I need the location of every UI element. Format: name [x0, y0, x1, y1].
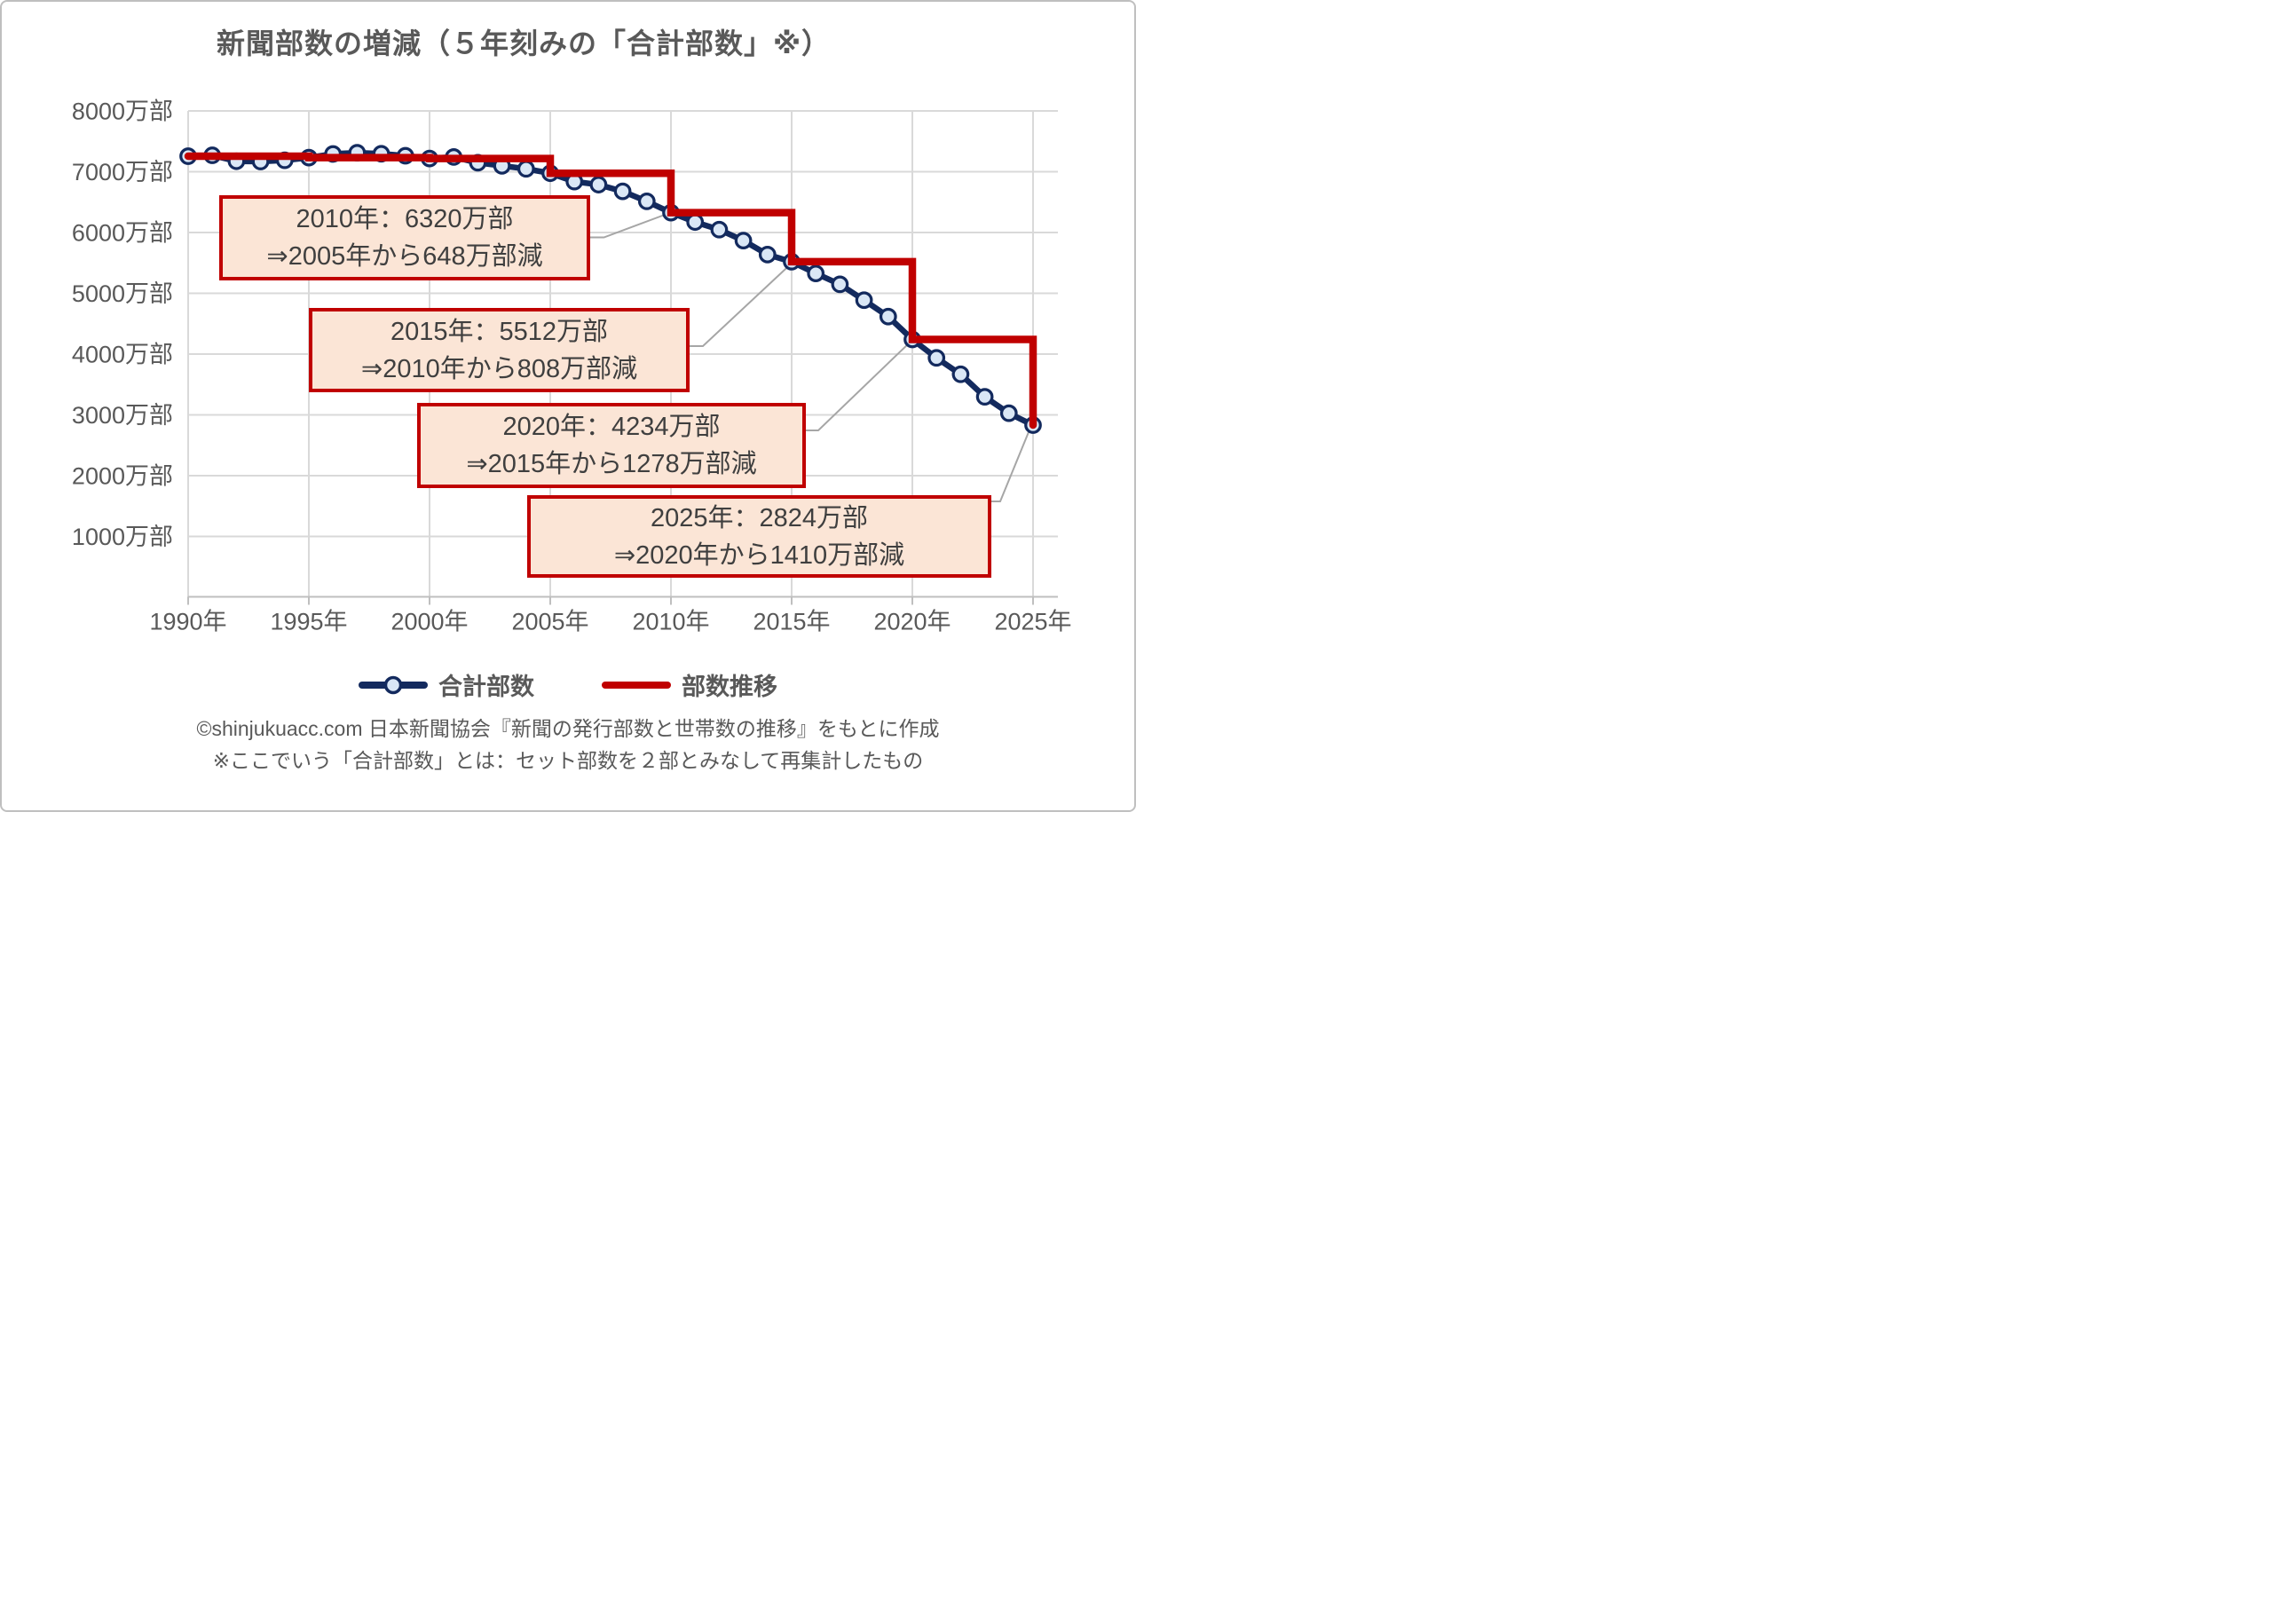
total-series-marker	[975, 388, 994, 406]
source-note-line1: ©shinjukuacc.com 日本新聞協会『新聞の発行部数と世帯数の推移』を…	[196, 717, 940, 740]
callout-2010-change: ⇒2005年から648万部減	[266, 242, 543, 271]
total-series-marker	[734, 232, 753, 249]
x-axis-tick-label: 1995年	[270, 609, 347, 635]
x-axis-tick-label: 2000年	[390, 609, 468, 635]
total-series-line-marker-icon	[359, 674, 428, 697]
legend-item-total: 合計部数	[359, 667, 534, 702]
callout-2015: 2015年：5512万部 ⇒2010年から808万部減	[309, 308, 690, 392]
total-series-marker	[637, 193, 656, 210]
total-series-marker	[927, 349, 946, 367]
legend-label-step: 部数推移	[682, 674, 777, 700]
y-axis-tick-label: 6000万部	[72, 220, 173, 247]
x-axis-tick-label: 1990年	[149, 609, 226, 635]
x-axis-tick-label: 2025年	[994, 609, 1071, 635]
legend-label-total: 合計部数	[438, 674, 534, 700]
total-series-marker	[999, 404, 1018, 422]
callout-leader-line	[806, 341, 911, 431]
y-axis-tick-label: 3000万部	[72, 402, 173, 429]
newspaper-circulation-chart: 新聞部数の増減（５年刻みの「合計部数」※） 8000万部 7000万部 6000万部…	[0, 0, 1136, 812]
total-series-marker	[686, 213, 705, 232]
y-axis-tick-label: 1000万部	[72, 524, 173, 550]
step-series-line-icon	[602, 674, 671, 697]
total-series-marker	[879, 307, 897, 326]
callout-2025-change: ⇒2020年から1410万部減	[613, 540, 905, 570]
legend: 合計部数 部数推移	[2, 667, 1134, 702]
total-series-marker	[831, 275, 849, 294]
total-series-marker	[517, 160, 535, 178]
callout-leader-line	[991, 427, 1031, 502]
callout-2025-value: 2025年：2824万部	[650, 503, 869, 532]
callout-2020-value: 2020年：4234万部	[502, 413, 721, 441]
source-note: ©shinjukuacc.com 日本新聞協会『新聞の発行部数と世帯数の推移』を…	[2, 713, 1134, 777]
y-axis-tick-label: 2000万部	[72, 463, 173, 490]
chart-title: 新聞部数の増減（５年刻みの「合計部数」※）	[216, 28, 832, 59]
callout-2020: 2020年：4234万部 ⇒2015年から1278万部減	[417, 403, 806, 488]
total-series-marker	[855, 291, 873, 310]
x-axis-tick-label: 2020年	[873, 609, 951, 635]
x-axis-tick-label: 2015年	[753, 609, 830, 635]
total-series-marker	[710, 220, 729, 239]
callout-2015-change: ⇒2010年から808万部減	[360, 354, 638, 383]
legend-item-step: 部数推移	[602, 667, 777, 702]
total-series-marker	[807, 264, 825, 282]
x-axis-tick-label: 2005年	[511, 609, 588, 635]
x-axis-tick-label: 2010年	[632, 609, 709, 635]
callout-leader-line	[690, 264, 792, 347]
total-series-marker	[613, 182, 632, 201]
y-axis-tick-label: 8000万部	[72, 99, 173, 125]
source-note-line2: ※ここでいう「合計部数」とは：セット部数を２部とみなして再集計したもの	[212, 749, 924, 772]
callout-2015-value: 2015年：5512万部	[390, 317, 609, 346]
total-series-marker	[589, 176, 608, 193]
callout-leader-line	[589, 212, 669, 239]
step-series-line	[184, 152, 1037, 430]
total-series-marker	[951, 365, 970, 383]
callout-2010: 2010年：6320万部 ⇒2005年から648万部減	[219, 195, 590, 280]
total-series-marker	[758, 245, 777, 264]
callout-2025: 2025年：2824万部 ⇒2020年から1410万部減	[527, 495, 991, 578]
callout-2020-change: ⇒2015年から1278万部減	[466, 450, 757, 478]
y-axis-tick-label: 4000万部	[72, 342, 173, 368]
y-axis-tick-label: 7000万部	[72, 159, 173, 185]
y-axis-tick-label: 5000万部	[72, 280, 173, 307]
callout-2010-value: 2010年：6320万部	[296, 205, 514, 233]
